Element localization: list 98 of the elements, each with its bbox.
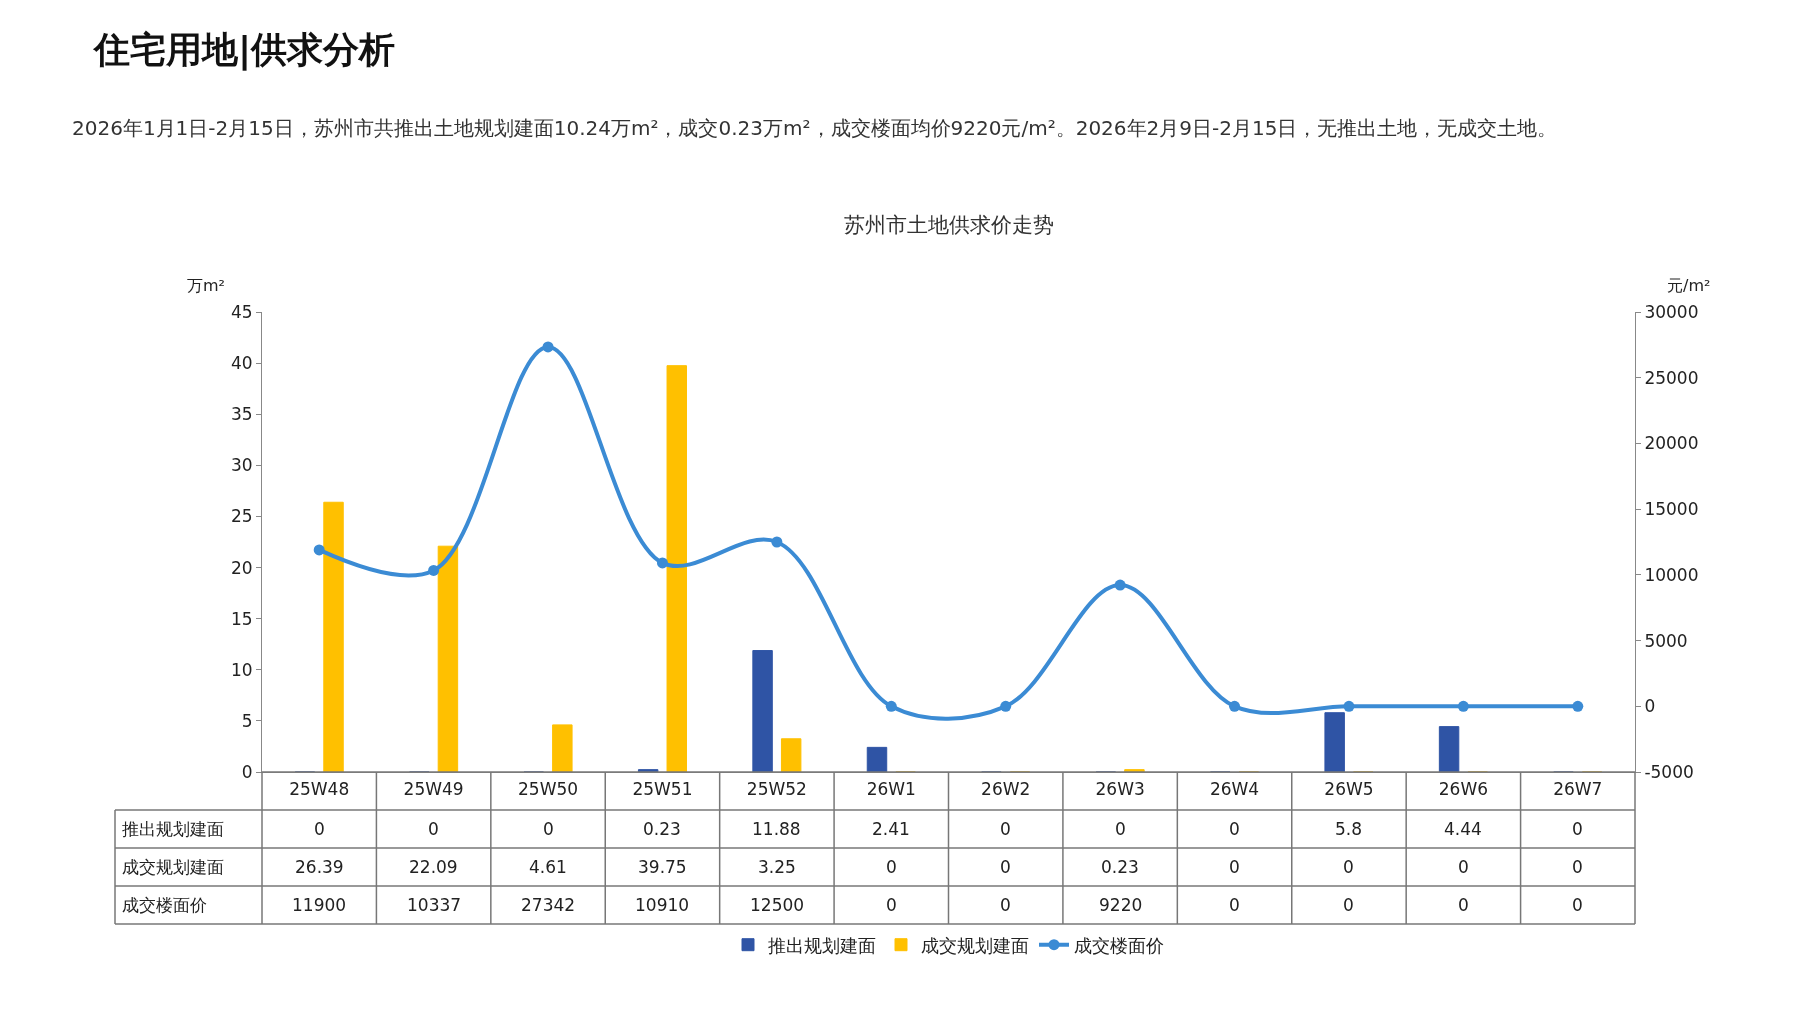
data-label: 0	[1458, 857, 1469, 877]
data-label: 26.39	[295, 857, 344, 877]
x-tick-label: 25W52	[746, 779, 807, 800]
y-tick-label: 35	[230, 404, 253, 425]
x-tick-label: 26W5	[1324, 779, 1374, 800]
x-tick-label: 25W49	[403, 779, 464, 800]
y2-tick-label: 30000	[1644, 301, 1699, 322]
bar	[780, 738, 802, 772]
point	[1343, 700, 1355, 712]
legend-label: 推出规划建面	[768, 934, 876, 956]
legend-label: 成交楼面价	[1074, 934, 1164, 956]
text: 推出规划建面	[122, 819, 224, 839]
bar	[752, 650, 773, 772]
data-label: 0.23	[643, 819, 681, 839]
data-label: 0	[1572, 819, 1583, 839]
point	[1572, 700, 1584, 712]
y-tick-label: 20	[230, 557, 253, 578]
point	[771, 536, 783, 548]
data-label: 0	[886, 895, 897, 915]
data-label: 0	[543, 819, 554, 839]
bar	[666, 365, 687, 772]
data-label: 0	[1572, 857, 1583, 877]
data-label: 0	[1229, 857, 1240, 877]
point	[542, 341, 554, 353]
data-label: 2.41	[872, 819, 910, 839]
data-label: 0	[1343, 895, 1354, 915]
legend-label: 成交规划建面	[921, 934, 1029, 956]
data-label: 0	[1572, 895, 1583, 915]
x-tick-label: 25W48	[289, 779, 350, 800]
point	[656, 557, 668, 569]
data-label: 0.23	[1101, 857, 1139, 877]
y2-tick-label: -5000	[1644, 761, 1694, 782]
x-tick-label: 25W50	[518, 779, 579, 800]
y-tick-label: 30	[230, 455, 253, 476]
bar	[1438, 726, 1460, 772]
y-axis-title: 万m²	[187, 276, 225, 295]
y2-tick-label: 10000	[1644, 564, 1699, 585]
data-label: 11900	[292, 895, 347, 915]
y2-tick-label: 20000	[1644, 433, 1699, 454]
x-tick-label: 26W4	[1209, 779, 1260, 800]
chart-title: 苏州市土地供求价走势	[843, 212, 1054, 237]
data-label: 0	[314, 819, 325, 839]
data-label: 4.61	[529, 857, 567, 877]
point	[885, 700, 897, 712]
data-label: 10337	[407, 895, 462, 915]
data-label: 10910	[635, 895, 690, 915]
data-label: 9220	[1099, 895, 1143, 915]
data-label: 39.75	[638, 857, 687, 877]
data-label: 0	[428, 819, 439, 839]
x-tick-label: 26W3	[1095, 779, 1145, 800]
y2-tick-label: 25000	[1644, 367, 1699, 388]
data-label: 0	[886, 857, 897, 877]
y2-tick-label: 0	[1644, 696, 1656, 717]
text: 住宅用地|供求分析	[92, 29, 396, 71]
data-label: 0	[1000, 857, 1011, 877]
point	[313, 544, 325, 556]
x-tick-label: 26W7	[1553, 779, 1603, 800]
bar	[866, 746, 888, 772]
y-tick-label: 25	[230, 506, 253, 527]
data-label: 0	[1229, 895, 1240, 915]
data-label: 3.25	[758, 857, 796, 877]
data-label: 4.44	[1444, 819, 1482, 839]
y2-tick-label: 5000	[1644, 630, 1688, 651]
y-tick-label: 45	[230, 301, 253, 322]
text: 2026年1月1日-2月15日，苏州市共推出土地规划建面10.24万m²，成交0.23万m²，成交楼面均价9220元/m²。2026年2月9日-2月15日，无推出土地，无成交土地。	[72, 116, 1558, 140]
y-tick-label: 15	[230, 608, 253, 629]
point	[428, 564, 440, 576]
bar	[323, 501, 344, 772]
bar	[437, 545, 459, 772]
text: 成交规划建面	[122, 857, 224, 877]
y-tick-label: 40	[230, 353, 253, 374]
data-label: 5.8	[1335, 819, 1363, 839]
point	[1229, 700, 1241, 712]
text: 成交楼面价	[122, 895, 207, 915]
data-label: 12500	[750, 895, 805, 915]
point	[1114, 579, 1126, 591]
bar	[1324, 712, 1345, 772]
x-tick-label: 25W51	[632, 779, 693, 800]
y-tick-label: 0	[241, 761, 253, 782]
bar	[552, 724, 573, 772]
x-tick-label: 26W2	[981, 779, 1031, 800]
data-label: 0	[1000, 895, 1011, 915]
data-label: 11.88	[752, 819, 801, 839]
data-label: 27342	[521, 895, 576, 915]
point	[1000, 700, 1012, 712]
data-label: 0	[1343, 857, 1354, 877]
point	[1457, 700, 1469, 712]
data-label: 0	[1000, 819, 1011, 839]
x-tick-label: 26W1	[866, 779, 916, 800]
data-label: 0	[1229, 819, 1240, 839]
x-tick-label: 26W6	[1438, 779, 1489, 800]
data-label: 0	[1115, 819, 1126, 839]
y-tick-label: 10	[230, 659, 253, 680]
y2-tick-label: 15000	[1644, 499, 1699, 520]
data-label: 22.09	[409, 857, 458, 877]
y-tick-label: 5	[241, 710, 253, 731]
data-label: 0	[1458, 895, 1469, 915]
y2-axis-title: 元/m²	[1667, 276, 1711, 295]
